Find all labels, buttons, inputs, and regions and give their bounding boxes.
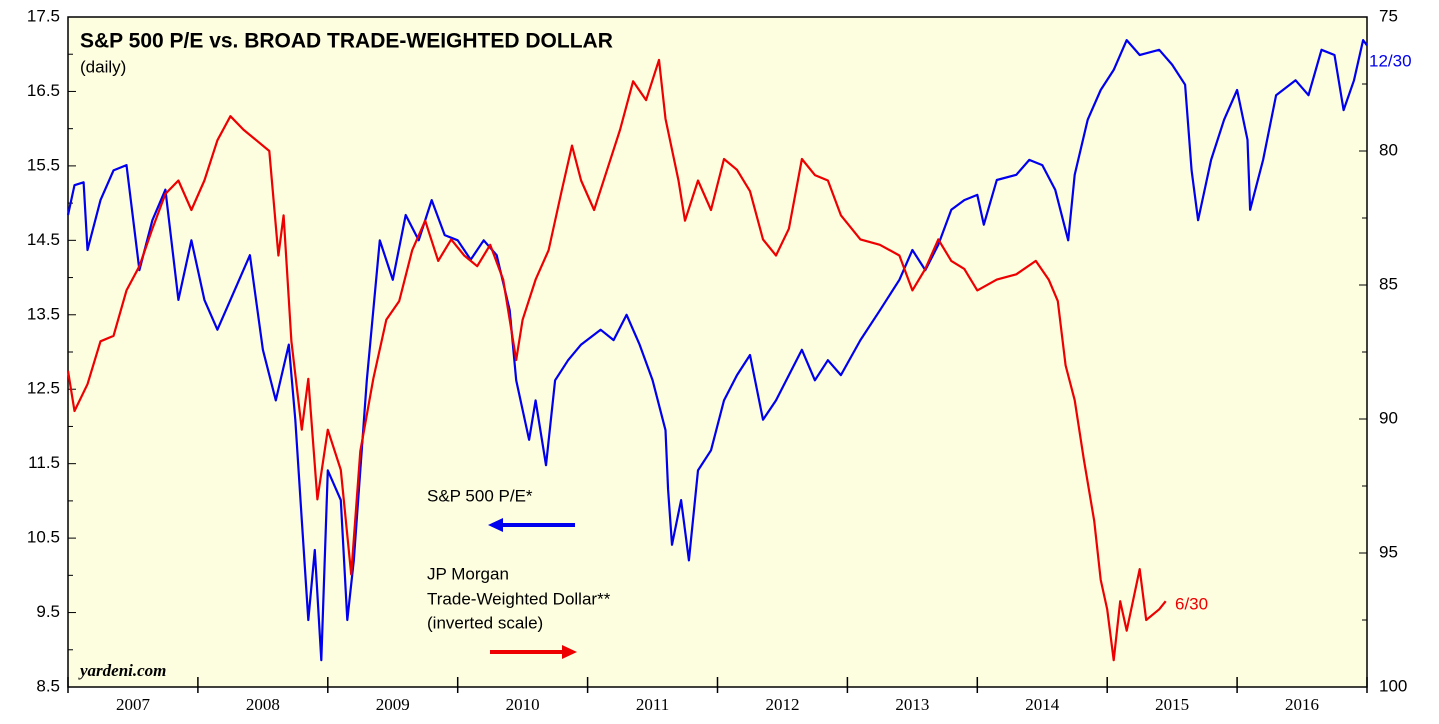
series-line: [66, 39, 1368, 662]
chart-subtitle: (daily): [80, 57, 126, 76]
x-tick-label: 2013: [895, 695, 929, 714]
x-tick-label: 2016: [1285, 695, 1319, 714]
y-tick-label: 12.5: [27, 379, 60, 398]
annotation: 6/30: [1175, 594, 1208, 613]
series-line: [66, 58, 1167, 662]
chart-title: S&P 500 P/E vs. BROAD TRADE-WEIGHTED DOL…: [80, 30, 613, 53]
x-tick-label: 2007: [116, 695, 151, 714]
plot-area: [67, 16, 1368, 688]
x-tick-label: 2015: [1155, 695, 1189, 714]
x-tick-label: 2012: [765, 695, 799, 714]
y2-tick-label: 75: [1379, 6, 1398, 25]
x-tick-label: 2009: [376, 695, 410, 714]
source: yardeni.com: [78, 661, 166, 680]
x-tick-label: 2011: [636, 695, 669, 714]
y-tick-label: 14.5: [27, 230, 60, 249]
y-tick-label: 9.5: [36, 602, 60, 621]
y2-tick-label: 90: [1379, 408, 1398, 427]
y2-tick-label: 95: [1379, 542, 1398, 561]
y2-tick-label: 85: [1379, 274, 1398, 293]
y-tick-label: 17.5: [27, 6, 60, 25]
y-tick-label: 13.5: [27, 304, 60, 323]
y2-tick-label: 100: [1379, 676, 1407, 695]
y-tick-label: 8.5: [36, 676, 60, 695]
blue-arrow: [488, 518, 575, 532]
annotation: 12/30: [1369, 51, 1412, 70]
y-tick-label: 10.5: [27, 528, 60, 547]
y-tick-label: 15.5: [27, 155, 60, 174]
annotation: Trade-Weighted Dollar**: [427, 589, 611, 608]
x-tick-label: 2008: [246, 695, 280, 714]
annotation: S&P 500 P/E*: [427, 486, 533, 505]
y2-tick-label: 80: [1379, 140, 1398, 159]
annotation: JP Morgan: [427, 564, 509, 583]
x-tick-label: 2010: [506, 695, 540, 714]
annotation: (inverted scale): [427, 613, 543, 632]
y-tick-label: 16.5: [27, 81, 60, 100]
x-tick-label: 2014: [1025, 695, 1060, 714]
y-tick-label: 11.5: [28, 453, 60, 472]
red-arrow: [490, 645, 577, 659]
